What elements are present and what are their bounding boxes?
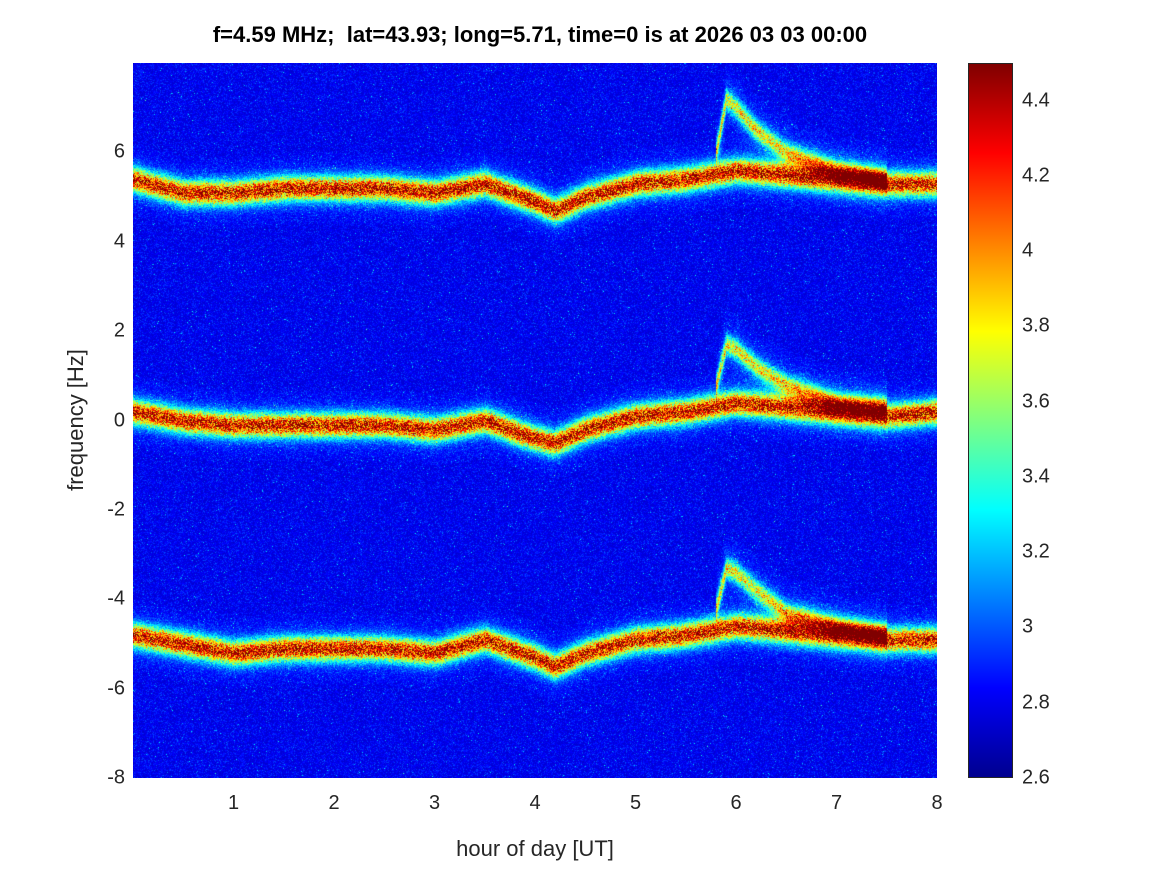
colorbar-tick-label: 3.6 — [1022, 390, 1050, 413]
colorbar — [968, 63, 1013, 778]
x-tick-label: 1 — [227, 792, 240, 814]
x-tick-label: 4 — [529, 792, 541, 814]
y-tick-label: -6 — [107, 677, 125, 700]
colorbar-tick-label: 3.8 — [1022, 314, 1050, 337]
y-tick-label: -4 — [107, 587, 125, 610]
y-tick-label: -8 — [107, 766, 125, 789]
colorbar-tick-label: 4.4 — [1022, 89, 1050, 112]
y-tick-label: 4 — [113, 230, 125, 253]
x-tick-label: 3 — [428, 792, 441, 814]
colorbar-tick-label: 4.2 — [1022, 164, 1050, 187]
colorbar-tick-label: 4 — [1022, 239, 1034, 262]
x-tick-label: 7 — [830, 792, 843, 814]
colorbar-tick-label: 2.8 — [1022, 691, 1050, 714]
y-tick-label: 6 — [113, 140, 125, 163]
colorbar-tick-label: 2.6 — [1022, 766, 1050, 789]
chart-title: f=4.59 MHz; lat=43.93; long=5.71, time=0… — [212, 22, 868, 47]
y-tick-label: 0 — [113, 409, 125, 431]
x-tick-label: 6 — [730, 792, 742, 814]
y-tick-label: -2 — [107, 498, 125, 521]
colorbar-tick-label: 3.2 — [1022, 540, 1050, 563]
spectrogram-plot-area — [133, 63, 937, 778]
x-tick-label: 2 — [328, 792, 340, 814]
x-tick-label: 5 — [629, 792, 642, 814]
x-tick-label: 8 — [931, 792, 943, 814]
y-tick-label: 2 — [113, 319, 125, 342]
colorbar-tick-label: 3.4 — [1022, 465, 1050, 488]
x-axis-label: hour of day [UT] — [456, 836, 614, 861]
colorbar-tick-label: 3 — [1022, 615, 1034, 638]
